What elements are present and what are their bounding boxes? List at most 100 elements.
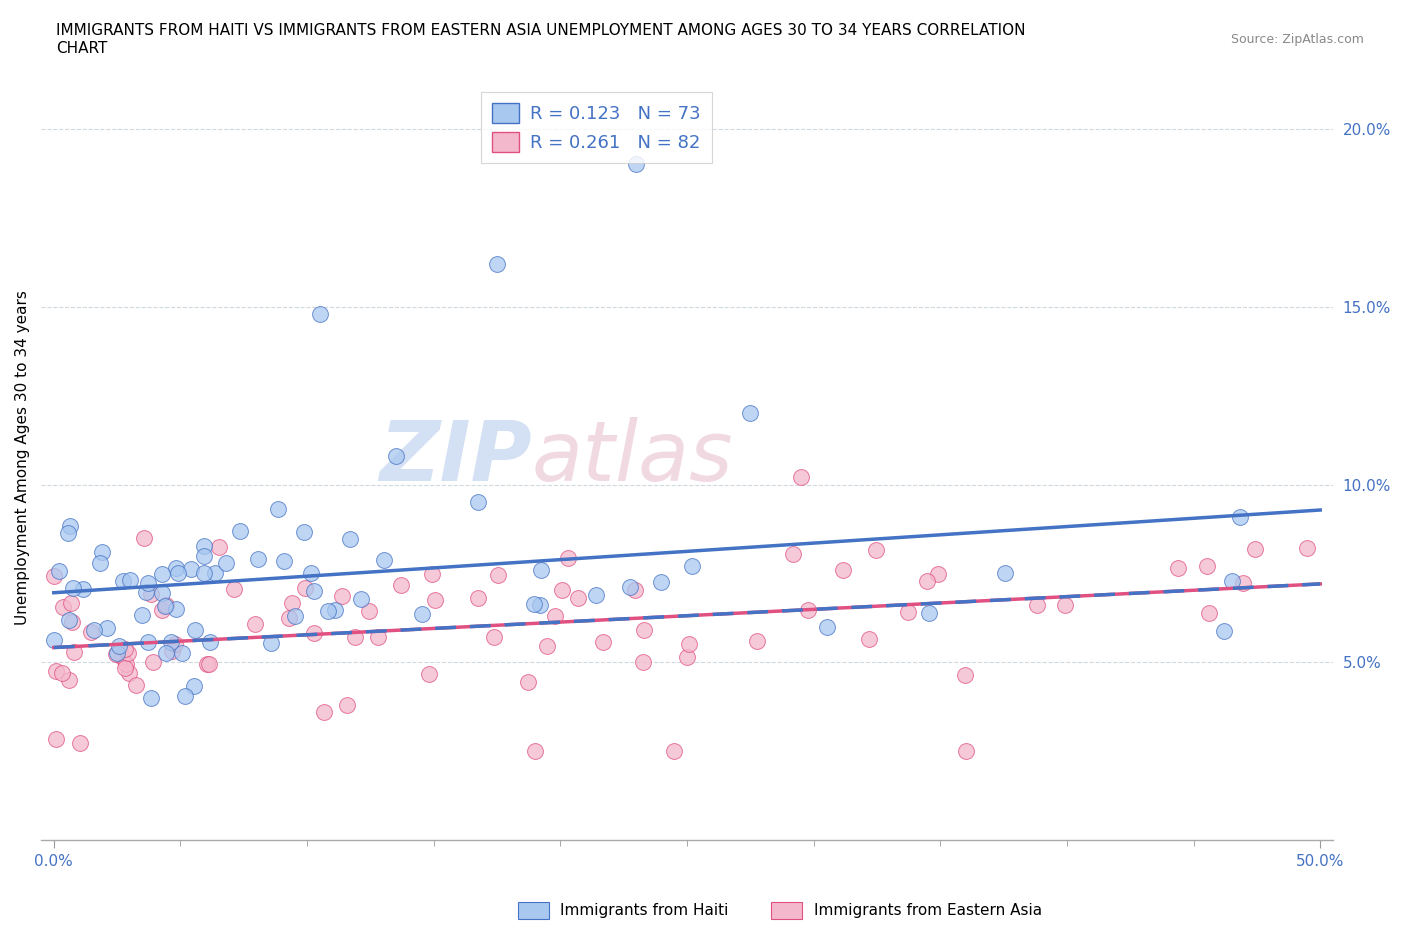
- Point: [592, 634, 614, 649]
- Point: [135, 585, 157, 600]
- Point: [1197, 559, 1219, 574]
- Point: [80, 624, 103, 639]
- Point: [62, 644, 84, 659]
- Point: [117, 645, 139, 660]
- Point: [42, 568, 65, 583]
- Point: [69, 736, 91, 751]
- Point: [108, 639, 131, 654]
- Point: [523, 596, 546, 611]
- Point: [323, 603, 346, 618]
- Point: [384, 448, 406, 463]
- Point: [60, 615, 83, 630]
- Point: [198, 657, 221, 671]
- Point: [467, 591, 489, 605]
- Point: [58, 612, 80, 627]
- Point: [517, 674, 540, 689]
- Point: [316, 604, 339, 618]
- Point: [1296, 540, 1319, 555]
- Text: Immigrants from Haiti: Immigrants from Haiti: [561, 903, 728, 918]
- Point: [165, 602, 187, 617]
- Point: [208, 540, 231, 555]
- Point: [243, 617, 266, 631]
- Point: [132, 530, 155, 545]
- Point: [524, 744, 547, 759]
- Point: [222, 581, 245, 596]
- Point: [815, 619, 838, 634]
- Point: [865, 542, 887, 557]
- Point: [183, 623, 205, 638]
- Point: [59, 519, 82, 534]
- Point: [170, 645, 193, 660]
- Text: Immigrants from Eastern Asia: Immigrants from Eastern Asia: [814, 903, 1042, 918]
- Point: [72, 581, 94, 596]
- Point: [204, 565, 226, 580]
- Point: [678, 636, 700, 651]
- Point: [52, 600, 75, 615]
- Point: [193, 538, 215, 553]
- Point: [308, 306, 330, 321]
- Point: [790, 470, 813, 485]
- Point: [831, 563, 853, 578]
- Point: [993, 565, 1015, 580]
- Point: [536, 638, 558, 653]
- Point: [1025, 598, 1047, 613]
- Point: [543, 609, 565, 624]
- Point: [585, 588, 607, 603]
- Point: [229, 524, 252, 538]
- Point: [359, 604, 381, 618]
- Point: [1232, 576, 1254, 591]
- Point: [150, 566, 173, 581]
- Y-axis label: Unemployment Among Ages 30 to 34 years: Unemployment Among Ages 30 to 34 years: [15, 290, 30, 625]
- Point: [373, 552, 395, 567]
- Point: [142, 655, 165, 670]
- Point: [675, 649, 697, 664]
- Point: [292, 525, 315, 539]
- Point: [193, 565, 215, 580]
- Point: [174, 688, 197, 703]
- Point: [280, 596, 302, 611]
- Point: [619, 579, 641, 594]
- Point: [284, 608, 307, 623]
- Point: [136, 576, 159, 591]
- Point: [486, 567, 509, 582]
- Point: [343, 630, 366, 644]
- Point: [467, 495, 489, 510]
- Point: [195, 657, 218, 671]
- Point: [918, 605, 941, 620]
- Point: [1243, 542, 1265, 557]
- Point: [650, 575, 672, 590]
- Point: [418, 667, 440, 682]
- Point: [484, 630, 506, 644]
- Point: [155, 598, 177, 613]
- Text: ZIP: ZIP: [380, 418, 531, 498]
- Point: [200, 635, 222, 650]
- Point: [747, 633, 769, 648]
- Point: [131, 607, 153, 622]
- Point: [858, 631, 880, 646]
- Point: [114, 660, 136, 675]
- Point: [304, 584, 326, 599]
- Point: [111, 650, 134, 665]
- Point: [423, 592, 446, 607]
- Point: [167, 566, 190, 581]
- Point: [62, 581, 84, 596]
- Point: [1198, 605, 1220, 620]
- Point: [915, 574, 938, 589]
- Point: [246, 551, 269, 566]
- Point: [59, 595, 82, 610]
- Point: [349, 591, 371, 606]
- Point: [1212, 624, 1234, 639]
- Point: [215, 555, 238, 570]
- Point: [740, 406, 762, 421]
- Point: [897, 604, 920, 619]
- Point: [136, 635, 159, 650]
- Point: [139, 691, 162, 706]
- Point: [1220, 574, 1243, 589]
- Point: [797, 603, 820, 618]
- Text: atlas: atlas: [531, 418, 734, 498]
- Point: [299, 565, 322, 580]
- Point: [51, 665, 73, 680]
- Point: [150, 603, 173, 618]
- Point: [45, 663, 67, 678]
- Point: [955, 744, 977, 759]
